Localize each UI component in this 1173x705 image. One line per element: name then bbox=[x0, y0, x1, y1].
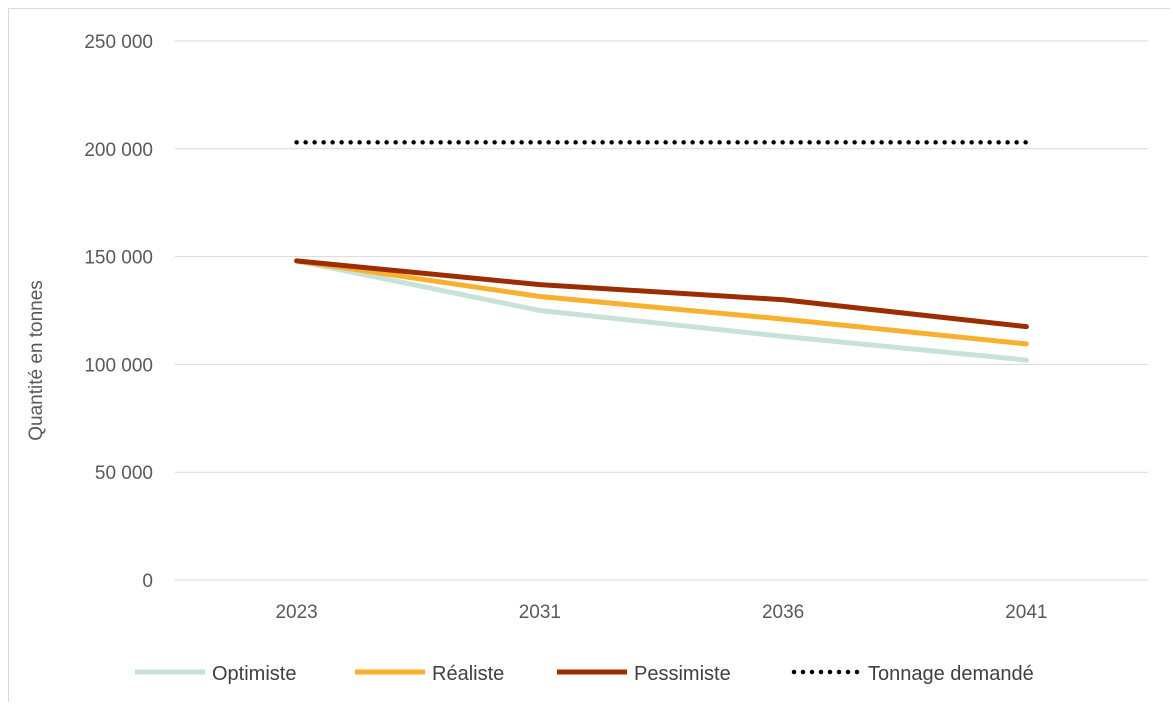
y-tick-label: 0 bbox=[142, 571, 153, 592]
series-line-1 bbox=[294, 258, 1029, 363]
legend-label-4: Tonnage demandé bbox=[868, 663, 1034, 685]
y-tick-label: 150 000 bbox=[84, 248, 153, 269]
y-tick-label: 100 000 bbox=[84, 355, 153, 376]
legend: Optimiste Réaliste Pessimiste Tonnage deman… bbox=[135, 663, 1034, 685]
x-tick-label: 2036 bbox=[762, 602, 804, 623]
x-tick-label: 2023 bbox=[275, 602, 317, 623]
y-tick-label: 200 000 bbox=[84, 140, 153, 161]
legend-label-3: Pessimiste bbox=[634, 663, 731, 685]
x-tick-label: 2041 bbox=[1005, 602, 1047, 623]
y-tick-label: 50 000 bbox=[95, 463, 153, 484]
legend-label-1: Optimiste bbox=[212, 663, 296, 685]
legend-label-2: Réaliste bbox=[432, 663, 504, 685]
series-line-3 bbox=[294, 258, 1029, 330]
y-axis-title: Quantité en tonnes bbox=[26, 280, 47, 441]
x-axis-ticks: 2023 2031 2036 2041 bbox=[275, 602, 1047, 623]
series-line-2 bbox=[294, 258, 1029, 347]
y-axis-ticks: 0 50 000 100 000 150 000 200 000 250 000 bbox=[84, 32, 153, 592]
chart-frame bbox=[8, 8, 1170, 702]
series-lines bbox=[294, 140, 1029, 363]
y-tick-label: 250 000 bbox=[84, 32, 153, 53]
x-tick-label: 2031 bbox=[519, 602, 561, 623]
gridlines bbox=[175, 40, 1148, 473]
